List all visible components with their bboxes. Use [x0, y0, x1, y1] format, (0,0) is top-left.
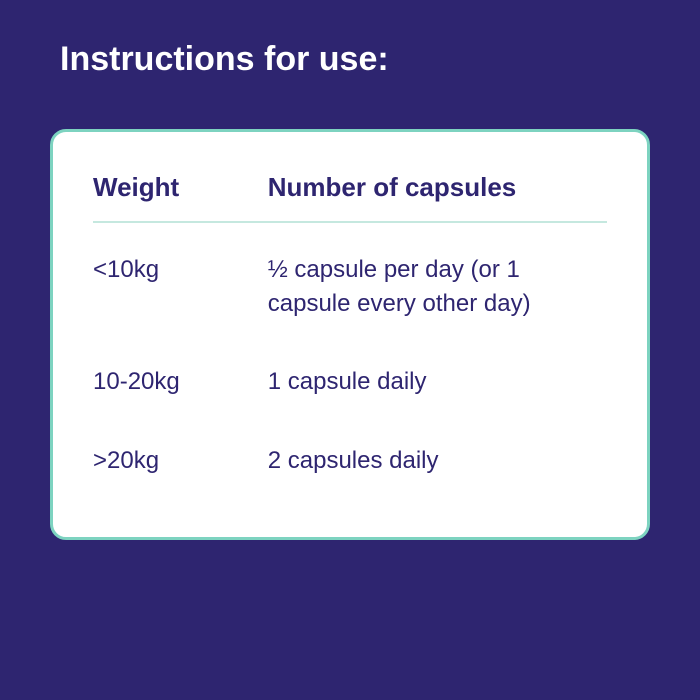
table-row: <10kg ½ capsule per day (or 1 capsule ev… [93, 253, 607, 320]
cell-weight: 10-20kg [93, 365, 268, 399]
table-header-row: Weight Number of capsules [93, 172, 607, 223]
cell-capsules: 2 capsules daily [268, 444, 607, 478]
column-header-weight: Weight [93, 172, 268, 203]
page-title: Instructions for use: [60, 40, 650, 79]
cell-weight: <10kg [93, 253, 268, 320]
instructions-card: Weight Number of capsules <10kg ½ capsul… [50, 129, 650, 540]
cell-weight: >20kg [93, 444, 268, 478]
column-header-capsules: Number of capsules [268, 172, 607, 203]
table-row: 10-20kg 1 capsule daily [93, 365, 607, 399]
cell-capsules: ½ capsule per day (or 1 capsule every ot… [268, 253, 607, 320]
cell-capsules: 1 capsule daily [268, 365, 607, 399]
table-row: >20kg 2 capsules daily [93, 444, 607, 478]
dosage-table: Weight Number of capsules <10kg ½ capsul… [93, 172, 607, 477]
